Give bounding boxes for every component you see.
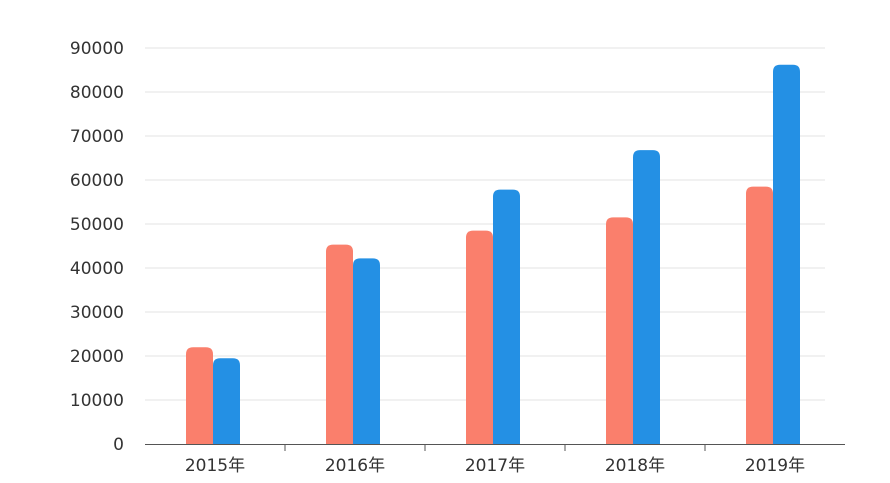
y-tick-label: 60000 [70,171,124,191]
x-axis-tick-labels: 2015年 2016年 2017年 2018年 2019年 [185,456,805,476]
bar-series-2-2015年 [213,358,240,444]
bar-series-1-2018年 [606,217,633,444]
y-tick-label: 10000 [70,391,124,411]
y-tick-label: 50000 [70,215,124,235]
bars [186,64,800,444]
y-tick-label: 40000 [70,259,124,279]
bar-series-2-2016年 [353,258,380,444]
y-tick-label: 80000 [70,83,124,103]
bar-series-2-2018年 [633,150,660,444]
y-tick-label: 70000 [70,127,124,147]
x-tick-label: 2018年 [605,456,665,476]
x-axis [145,444,845,451]
bar-series-1-2019年 [746,186,773,444]
bar-series-1-2016年 [326,244,353,444]
y-tick-label: 30000 [70,303,124,323]
y-tick-label: 20000 [70,347,124,367]
bar-series-2-2019年 [773,64,800,444]
x-tick-label: 2017年 [465,456,525,476]
y-axis-tick-labels: 0 10000 20000 30000 40000 50000 60000 70000 8000… [70,39,124,455]
y-tick-label: 90000 [70,39,124,59]
x-tick-label: 2019年 [745,456,805,476]
bar-series-1-2017年 [466,230,493,444]
grid-lines [145,47,825,401]
x-tick-label: 2016年 [325,456,385,476]
x-tick-label: 2015年 [185,456,245,476]
bar-series-1-2015年 [186,347,213,444]
bar-series-2-2017年 [493,189,520,444]
y-tick-label: 0 [113,435,124,455]
